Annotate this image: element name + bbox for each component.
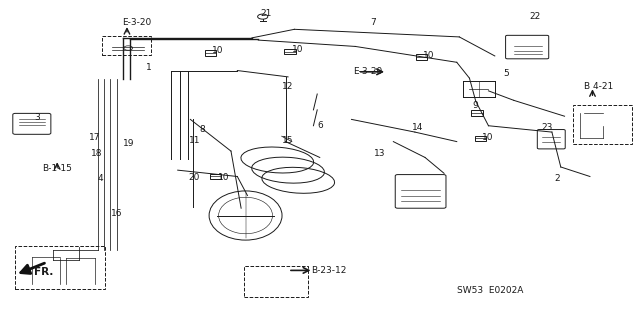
- Text: E-3-20: E-3-20: [122, 18, 151, 27]
- Bar: [101, 36, 151, 55]
- Text: 19: 19: [123, 139, 134, 148]
- Text: 21: 21: [260, 9, 271, 18]
- Text: 9: 9: [472, 101, 478, 110]
- Text: 12: 12: [282, 82, 293, 91]
- Text: 1: 1: [146, 63, 152, 72]
- Text: 15: 15: [282, 136, 293, 145]
- Bar: [573, 105, 632, 143]
- Text: 7: 7: [371, 18, 376, 27]
- Text: SW53  E0202A: SW53 E0202A: [457, 286, 523, 295]
- Bar: [284, 49, 296, 54]
- Text: 13: 13: [375, 148, 386, 157]
- Text: B-23-12: B-23-12: [311, 266, 347, 275]
- Bar: [471, 110, 483, 116]
- Text: 4: 4: [98, 174, 103, 183]
- Text: 16: 16: [110, 209, 122, 218]
- Text: 10: 10: [292, 45, 303, 54]
- Bar: [205, 50, 217, 56]
- Text: 23: 23: [541, 123, 553, 132]
- Bar: [15, 246, 105, 289]
- Bar: [210, 174, 222, 179]
- Text: 18: 18: [92, 148, 103, 157]
- Text: E-3-20: E-3-20: [354, 67, 383, 76]
- Text: 22: 22: [529, 12, 540, 21]
- Text: 10: 10: [423, 52, 434, 60]
- Bar: [415, 54, 427, 60]
- Text: 20: 20: [189, 173, 200, 182]
- Text: 10: 10: [218, 173, 230, 182]
- Text: 14: 14: [412, 123, 424, 132]
- Bar: [244, 266, 308, 297]
- Bar: [475, 136, 486, 141]
- Text: B 4-21: B 4-21: [583, 82, 613, 91]
- Text: 2: 2: [554, 174, 560, 183]
- Text: 8: 8: [199, 125, 205, 134]
- Text: 5: 5: [504, 69, 510, 78]
- Text: 10: 10: [212, 46, 224, 55]
- Text: B-1-15: B-1-15: [43, 164, 73, 173]
- Text: 10: 10: [482, 133, 494, 142]
- Text: 6: 6: [317, 121, 323, 130]
- Text: FR.: FR.: [34, 267, 54, 277]
- Text: 11: 11: [189, 136, 200, 145]
- Text: 17: 17: [89, 133, 101, 142]
- Text: 3: 3: [34, 113, 40, 122]
